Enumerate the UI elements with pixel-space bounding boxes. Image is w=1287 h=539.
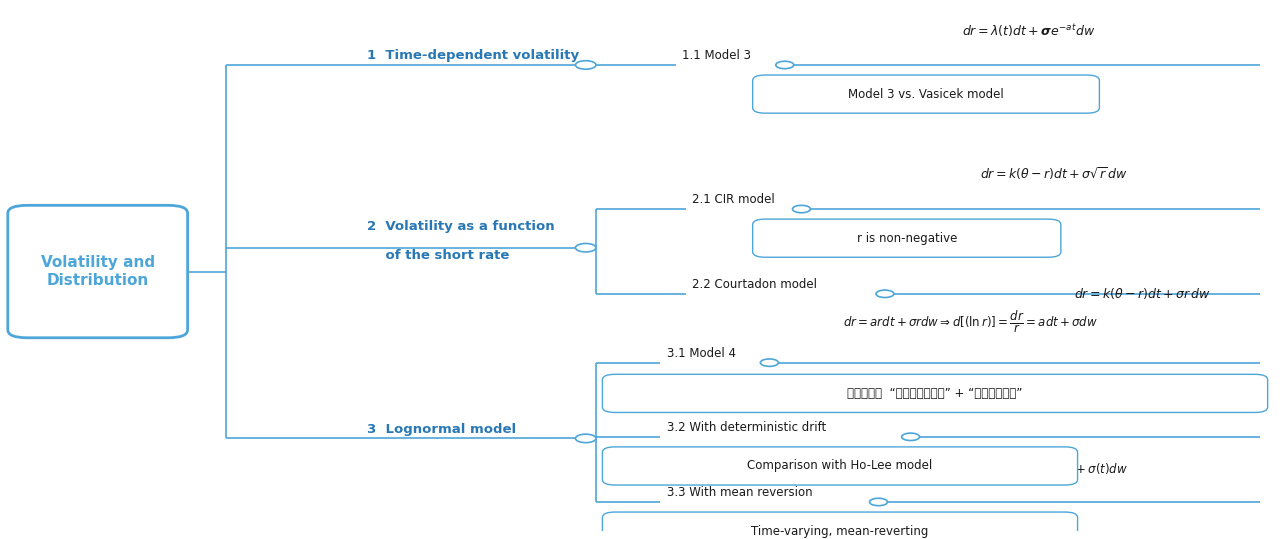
Text: Time-varying, mean-reverting: Time-varying, mean-reverting xyxy=(752,524,929,537)
Text: Volatility and
Distribution: Volatility and Distribution xyxy=(41,255,154,288)
Text: $d[\ln(r)] = a(t)dt + \sigma dw$: $d[\ln(r)] = a(t)dt + \sigma dw$ xyxy=(986,395,1124,410)
Text: $dr = ardt + \sigma rdw \Rightarrow d[(\ln r)] = \dfrac{dr}{r} = adt + \sigma dw: $dr = ardt + \sigma rdw \Rightarrow d[(\… xyxy=(843,309,1099,335)
Text: $d[\ln(r)] = k(t)[\ln\theta(t) - \ln(r)]dt + \sigma(t)dw$: $d[\ln(r)] = k(t)[\ln\theta(t) - \ln(r)]… xyxy=(903,461,1129,476)
FancyBboxPatch shape xyxy=(753,75,1099,113)
Text: $dr = k(\theta - r)dt + \sigma r\,dw$: $dr = k(\theta - r)dt + \sigma r\,dw$ xyxy=(1073,286,1211,301)
FancyBboxPatch shape xyxy=(8,205,188,338)
FancyBboxPatch shape xyxy=(602,374,1268,412)
FancyBboxPatch shape xyxy=(602,512,1077,539)
Text: 2  Volatility as a function: 2 Volatility as a function xyxy=(367,220,555,233)
Text: 2.2 Courtadon model: 2.2 Courtadon model xyxy=(692,278,817,291)
Text: Model 3 vs. Vasicek model: Model 3 vs. Vasicek model xyxy=(848,88,1004,101)
Text: of the short rate: of the short rate xyxy=(367,249,510,262)
Text: 3.1 Model 4: 3.1 Model 4 xyxy=(667,347,736,360)
FancyBboxPatch shape xyxy=(602,447,1077,485)
Text: 1.1 Model 3: 1.1 Model 3 xyxy=(682,49,752,63)
Text: $dr = \lambda(t)dt + \boldsymbol{\sigma}e^{-at}dw$: $dr = \lambda(t)dt + \boldsymbol{\sigma}… xyxy=(963,22,1095,39)
Text: $dr = k(\theta - r)dt + \sigma\sqrt{r}\,dw$: $dr = k(\theta - r)dt + \sigma\sqrt{r}\,… xyxy=(981,165,1129,182)
Text: 1  Time-dependent volatility: 1 Time-dependent volatility xyxy=(367,49,579,63)
Text: Comparison with Ho-Lee model: Comparison with Ho-Lee model xyxy=(748,459,933,473)
Text: r is non-negative: r is non-negative xyxy=(857,232,958,245)
Text: 3  Lognormal model: 3 Lognormal model xyxy=(367,423,516,436)
Text: 3.2 With deterministic drift: 3.2 With deterministic drift xyxy=(667,421,826,434)
Text: 2.1 CIR model: 2.1 CIR model xyxy=(692,194,775,206)
Text: 3.3 With mean reversion: 3.3 With mean reversion xyxy=(667,486,812,499)
FancyBboxPatch shape xyxy=(753,219,1060,257)
Text: 兼而有之：  “波动为利率函数” + “对数正态模型”: 兼而有之： “波动为利率函数” + “对数正态模型” xyxy=(847,387,1023,400)
